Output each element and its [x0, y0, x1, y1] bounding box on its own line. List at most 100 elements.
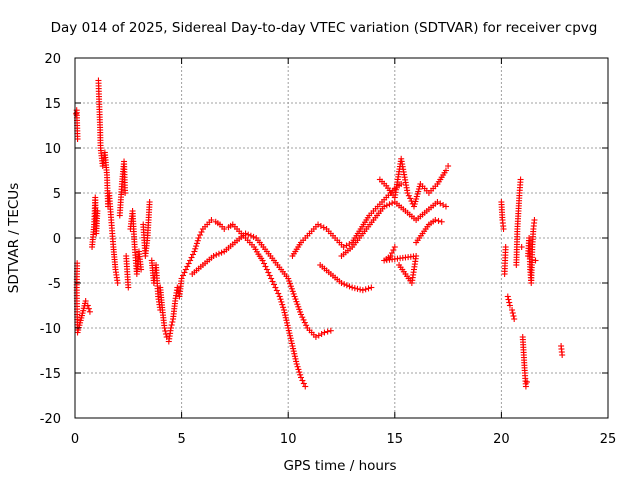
- y-tick-label: -10: [40, 322, 61, 337]
- data-point: [178, 275, 185, 282]
- data-point: [114, 280, 121, 286]
- data-point: [500, 226, 507, 232]
- data-point: [85, 305, 92, 312]
- data-point: [277, 296, 284, 303]
- y-tick-label: 15: [44, 97, 61, 112]
- data-point: [247, 232, 254, 239]
- x-axis-label: GPS time / hours: [283, 458, 396, 474]
- data-point: [281, 309, 288, 316]
- data-point: [293, 358, 300, 365]
- data-point: [532, 257, 539, 264]
- data-point: [73, 110, 80, 117]
- y-axis-label: SDTVAR / TECUs: [6, 183, 22, 293]
- y-tick-label: 10: [44, 142, 61, 157]
- data-point: [289, 343, 296, 349]
- data-point: [86, 308, 93, 315]
- data-point: [162, 331, 169, 337]
- data-point: [221, 226, 228, 232]
- x-tick-label: 25: [600, 432, 617, 447]
- data-point: [509, 307, 516, 313]
- data-point: [288, 285, 295, 292]
- data-point: [405, 192, 412, 199]
- data-point: [242, 230, 249, 237]
- data-point: [272, 284, 279, 291]
- data-point: [287, 335, 294, 342]
- data-point: [320, 224, 327, 231]
- data-point: [287, 280, 294, 287]
- data-point: [445, 163, 452, 169]
- data-point: [218, 249, 225, 256]
- y-tick-label: 0: [53, 232, 61, 247]
- data-point: [301, 319, 308, 326]
- data-point: [197, 232, 204, 238]
- data-point: [250, 233, 257, 240]
- data-point: [278, 298, 285, 305]
- data-point: [506, 299, 513, 306]
- data-point: [122, 190, 129, 196]
- data-point: [386, 201, 393, 208]
- data-point: [181, 269, 188, 276]
- data-point: [437, 200, 444, 207]
- data-point: [245, 231, 252, 238]
- data-point: [296, 369, 303, 376]
- data-point: [440, 202, 447, 208]
- data-point: [522, 383, 529, 390]
- data-point: [259, 257, 266, 264]
- data-point: [288, 337, 295, 344]
- data-point: [215, 250, 222, 257]
- x-tick-label: 15: [387, 432, 404, 447]
- data-point: [300, 380, 307, 387]
- data-point: [505, 296, 512, 303]
- data-point: [282, 314, 289, 321]
- data-point: [193, 240, 200, 247]
- data-point: [318, 331, 325, 337]
- data-point: [285, 325, 292, 331]
- data-point: [435, 217, 442, 224]
- data-point: [327, 327, 334, 334]
- data-point: [276, 293, 283, 300]
- data-point: [161, 325, 168, 331]
- data-point: [300, 316, 307, 323]
- data-point: [275, 290, 282, 297]
- data-point: [291, 293, 298, 300]
- x-tick-label: 0: [71, 432, 79, 447]
- data-point: [517, 176, 524, 183]
- data-point: [292, 355, 299, 362]
- data-point: [287, 332, 294, 339]
- data-point: [387, 253, 394, 259]
- data-point: [383, 202, 390, 209]
- data-point: [138, 266, 145, 273]
- data-point: [531, 217, 538, 223]
- data-point: [388, 250, 395, 256]
- data-point: [182, 266, 189, 273]
- data-point: [354, 285, 361, 292]
- data-point: [288, 340, 295, 347]
- x-tick-label: 20: [493, 432, 510, 447]
- data-point: [263, 266, 270, 273]
- data-point: [184, 263, 191, 270]
- data-point: [297, 311, 304, 318]
- data-point: [296, 306, 303, 313]
- data-point: [381, 203, 388, 210]
- data-point: [265, 269, 272, 276]
- y-tick-labels: 20 15 10 5 0 -5 -10 -15 -20: [40, 52, 61, 427]
- data-point: [285, 275, 292, 282]
- data-point: [294, 301, 301, 308]
- data-point: [294, 363, 301, 370]
- data-point: [368, 284, 375, 291]
- data-point: [193, 243, 200, 250]
- data-point: [407, 195, 414, 202]
- data-point: [295, 366, 302, 373]
- data-point: [198, 229, 205, 235]
- data-point: [404, 190, 411, 196]
- chart-title: Day 014 of 2025, Sidereal Day-to-day VTE…: [51, 20, 598, 36]
- data-point: [297, 308, 304, 315]
- tick-marks: [74, 57, 609, 419]
- data-point: [273, 287, 280, 294]
- data-point: [287, 283, 294, 290]
- data-point: [188, 254, 195, 261]
- y-tick-label: -15: [40, 367, 61, 382]
- data-point: [502, 244, 509, 250]
- data-point: [504, 293, 511, 300]
